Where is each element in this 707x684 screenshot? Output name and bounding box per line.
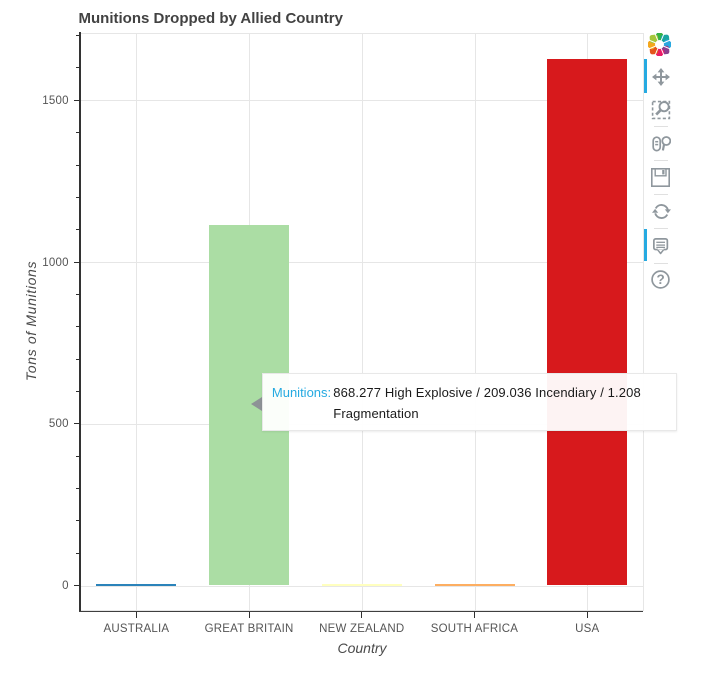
svg-text:?: ? <box>656 272 664 287</box>
